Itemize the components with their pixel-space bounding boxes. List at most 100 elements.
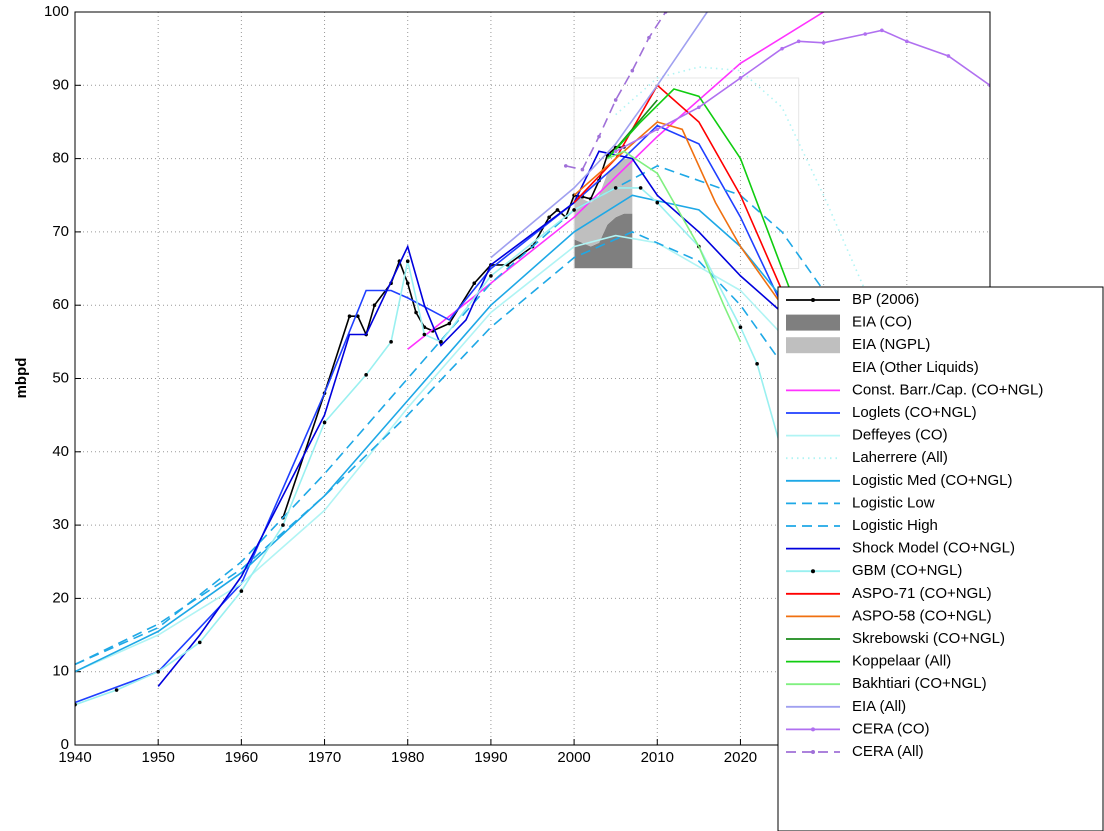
area <box>574 213 633 269</box>
marker <box>439 340 443 344</box>
y-tick-label: 20 <box>52 589 69 606</box>
line <box>606 88 808 335</box>
legend-marker <box>811 298 815 302</box>
marker <box>613 186 618 190</box>
line <box>75 124 783 704</box>
legend-label: Const. Barr./Cap. (CO+NGL) <box>852 381 1043 398</box>
x-tick-label: 2000 <box>557 749 590 766</box>
legend-marker <box>811 727 815 732</box>
x-tick-label: 1940 <box>58 749 91 766</box>
legend-label: Loglets (CO+NGL) <box>852 404 977 421</box>
marker <box>555 208 560 212</box>
line <box>75 165 825 666</box>
legend-label: Logistic High <box>852 517 938 534</box>
marker <box>946 54 951 58</box>
marker <box>372 303 377 308</box>
marker <box>489 274 493 278</box>
y-tick-label: 50 <box>52 369 69 386</box>
x-tick-label: 2020 <box>724 749 757 766</box>
x-tick-label: 1970 <box>308 749 341 766</box>
marker <box>821 40 826 45</box>
line <box>157 150 783 687</box>
y-tick-label: 30 <box>52 516 69 533</box>
marker <box>863 32 868 36</box>
marker <box>197 640 202 645</box>
line <box>607 150 742 343</box>
marker <box>563 164 568 168</box>
marker <box>647 35 651 40</box>
y-tick-label: 100 <box>44 3 69 20</box>
y-tick-label: 10 <box>52 663 69 680</box>
marker <box>414 310 418 315</box>
y-tick-label: 80 <box>52 150 69 167</box>
legend-label: ASPO-71 (CO+NGL) <box>852 585 992 602</box>
legend-label: CERA (CO) <box>852 720 930 737</box>
areas <box>574 151 633 269</box>
marker <box>347 314 352 318</box>
marker <box>156 669 160 674</box>
legend-label: Bakhtiari (CO+NGL) <box>852 675 987 692</box>
y-axis-label: mbpd <box>13 358 30 399</box>
marker <box>880 28 884 33</box>
legend-label: Koppelaar (All) <box>852 653 951 670</box>
marker <box>738 76 743 80</box>
marker <box>905 39 909 44</box>
marker <box>655 127 660 132</box>
legend-marker <box>811 569 815 574</box>
legend-label: Logistic Low <box>852 494 935 511</box>
x-tick-label: 1950 <box>141 749 174 766</box>
x-tick-label: 1960 <box>225 749 258 766</box>
marker <box>697 105 701 110</box>
legend-label: CERA (All) <box>852 743 924 760</box>
marker <box>547 215 551 220</box>
marker <box>780 46 784 51</box>
marker <box>422 332 427 337</box>
x-tick-label: 2010 <box>641 749 674 766</box>
x-tick-label: 1980 <box>391 749 424 766</box>
line <box>75 187 792 706</box>
marker <box>655 200 660 205</box>
marker <box>572 208 576 212</box>
legend-label: Laherrere (All) <box>852 449 948 466</box>
line <box>573 84 783 291</box>
legend-label: Logistic Med (CO+NGL) <box>852 472 1012 489</box>
x-tick-label: 1990 <box>474 749 507 766</box>
marker <box>322 420 327 425</box>
marker <box>239 589 244 593</box>
marker <box>613 149 618 154</box>
marker <box>405 281 410 286</box>
marker <box>281 523 285 527</box>
line <box>615 66 866 291</box>
y-tick-label: 70 <box>52 223 69 240</box>
legend-label: EIA (Other Liquids) <box>852 359 979 376</box>
legend-swatch <box>786 337 840 354</box>
legend-label: EIA (CO) <box>852 314 912 331</box>
legend-label: ASPO-58 (CO+NGL) <box>852 607 992 624</box>
marker <box>389 340 393 344</box>
marker <box>638 186 643 190</box>
marker <box>597 134 601 139</box>
marker <box>738 325 743 329</box>
marker <box>114 688 119 692</box>
y-tick-label: 90 <box>52 76 69 93</box>
marker <box>755 362 759 366</box>
legend-label: BP (2006) <box>852 291 919 308</box>
plot-lines <box>75 12 990 707</box>
legend-label: GBM (CO+NGL) <box>852 562 962 579</box>
y-tick-label: 0 <box>61 736 69 753</box>
line <box>490 12 708 259</box>
line <box>615 29 990 153</box>
legend-label: EIA (NGPL) <box>852 336 930 353</box>
marker <box>405 259 410 264</box>
line <box>75 234 783 673</box>
marker <box>447 321 452 326</box>
y-tick-label: 40 <box>52 443 69 460</box>
area <box>574 158 633 247</box>
line <box>573 121 783 306</box>
legend-marker <box>811 750 815 754</box>
marker <box>364 373 368 377</box>
legend-swatch <box>786 314 840 331</box>
legend-label: Shock Model (CO+NGL) <box>852 540 1015 557</box>
legend-label: Skrebowski (CO+NGL) <box>852 630 1005 647</box>
marker <box>472 281 477 286</box>
